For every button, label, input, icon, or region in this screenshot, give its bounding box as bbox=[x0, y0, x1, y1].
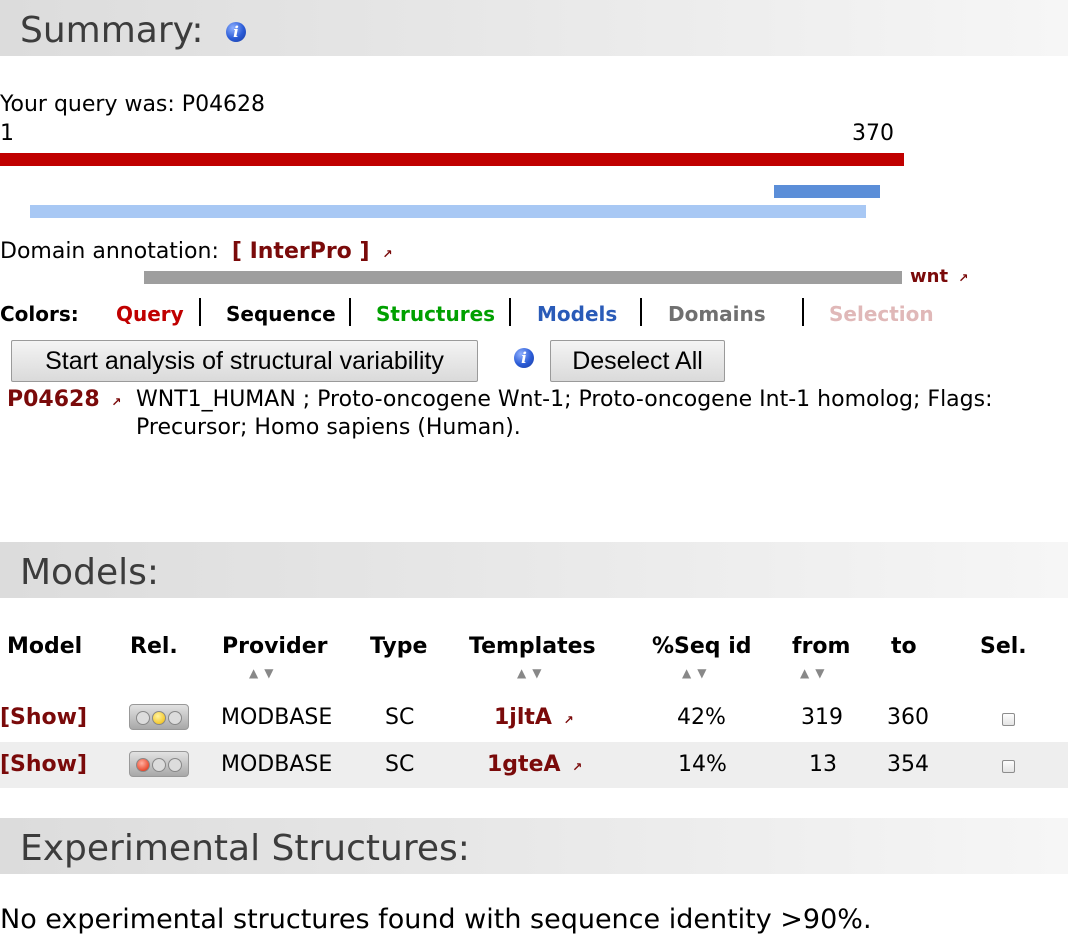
domain-bar-wnt[interactable] bbox=[144, 271, 902, 284]
show-link[interactable]: [Show] bbox=[0, 705, 88, 730]
col-to: to bbox=[891, 634, 917, 659]
experimental-header: Experimental Structures: bbox=[0, 818, 1068, 874]
legend-divider bbox=[199, 298, 201, 326]
template-link[interactable]: 1jltA ↗ bbox=[494, 705, 574, 730]
legend-divider bbox=[640, 298, 642, 326]
reliability-traffic-light-icon bbox=[129, 704, 189, 730]
legend-sequence: Sequence bbox=[226, 302, 336, 326]
entry-id-link[interactable]: P04628 ↗ bbox=[7, 387, 122, 412]
domain-annotation: Domain annotation: [ InterPro ] ↗ bbox=[0, 239, 393, 264]
no-structures-message: No experimental structures found with se… bbox=[0, 904, 872, 935]
from-cell: 13 bbox=[809, 752, 837, 777]
show-link[interactable]: [Show] bbox=[0, 752, 88, 777]
sort-arrows-icon[interactable]: ▲▼ bbox=[682, 666, 713, 680]
to-cell: 360 bbox=[887, 705, 929, 730]
col-rel: Rel. bbox=[130, 634, 178, 659]
model-bar-1jltA[interactable] bbox=[774, 185, 880, 198]
col-templates[interactable]: Templates bbox=[469, 634, 596, 659]
entry-description-line2: Precursor; Homo sapiens (Human). bbox=[136, 415, 521, 440]
experimental-title: Experimental Structures: bbox=[20, 828, 470, 869]
deselect-all-button[interactable]: Deselect All bbox=[550, 340, 725, 382]
info-icon[interactable]: i bbox=[226, 22, 246, 42]
external-link-icon: ↗ bbox=[958, 271, 969, 285]
info-icon[interactable]: i bbox=[514, 348, 534, 368]
sort-arrows-icon[interactable]: ▲▼ bbox=[249, 666, 280, 680]
entry-description-line1: WNT1_HUMAN ; Proto-oncogene Wnt-1; Proto… bbox=[136, 387, 993, 412]
legend-query: Query bbox=[116, 302, 184, 326]
col-provider[interactable]: Provider bbox=[222, 634, 328, 659]
range-start: 1 bbox=[0, 121, 14, 146]
models-header: Models: bbox=[0, 542, 1068, 598]
interpro-link[interactable]: [ InterPro ] bbox=[231, 239, 370, 264]
template-link[interactable]: 1gteA ↗ bbox=[487, 752, 583, 777]
domain-wnt-link[interactable]: wnt ↗ bbox=[910, 266, 969, 287]
col-seqid[interactable]: %Seq id bbox=[652, 634, 752, 659]
from-cell: 319 bbox=[801, 705, 843, 730]
external-link-icon: ↗ bbox=[563, 713, 574, 727]
type-cell: SC bbox=[385, 705, 415, 730]
legend-domains: Domains bbox=[668, 302, 766, 326]
seqid-cell: 14% bbox=[678, 752, 727, 777]
type-cell: SC bbox=[385, 752, 415, 777]
sort-arrows-icon[interactable]: ▲▼ bbox=[517, 666, 548, 680]
external-link-icon: ↗ bbox=[572, 760, 583, 774]
domain-label: Domain annotation: bbox=[0, 239, 219, 264]
query-bar bbox=[0, 153, 904, 166]
to-cell: 354 bbox=[887, 752, 929, 777]
col-model: Model bbox=[7, 634, 83, 659]
reliability-traffic-light-icon bbox=[129, 751, 189, 777]
select-checkbox[interactable] bbox=[1002, 760, 1015, 773]
provider-cell: MODBASE bbox=[221, 705, 333, 730]
external-link-icon: ↗ bbox=[382, 247, 393, 261]
legend-divider bbox=[802, 298, 804, 326]
col-sel: Sel. bbox=[980, 634, 1027, 659]
external-link-icon: ↗ bbox=[111, 395, 122, 409]
legend-divider bbox=[349, 298, 351, 326]
summary-title: Summary: bbox=[20, 10, 204, 51]
provider-cell: MODBASE bbox=[221, 752, 333, 777]
model-bar-1gteA[interactable] bbox=[30, 205, 866, 218]
colors-label: Colors: bbox=[0, 302, 79, 326]
col-from[interactable]: from bbox=[792, 634, 851, 659]
query-label: Your query was: P04628 bbox=[0, 92, 266, 117]
legend-models: Models bbox=[537, 302, 618, 326]
select-checkbox[interactable] bbox=[1002, 713, 1015, 726]
models-title: Models: bbox=[20, 552, 159, 593]
legend-selection: Selection bbox=[829, 302, 934, 326]
legend-structures: Structures bbox=[376, 302, 496, 326]
legend-divider bbox=[509, 298, 511, 326]
sort-arrows-icon[interactable]: ▲▼ bbox=[800, 666, 831, 680]
seqid-cell: 42% bbox=[677, 705, 726, 730]
start-analysis-button[interactable]: Start analysis of structural variability bbox=[11, 340, 478, 382]
col-type: Type bbox=[370, 634, 428, 659]
summary-header: Summary: i bbox=[0, 0, 1068, 56]
range-end: 370 bbox=[852, 121, 894, 146]
